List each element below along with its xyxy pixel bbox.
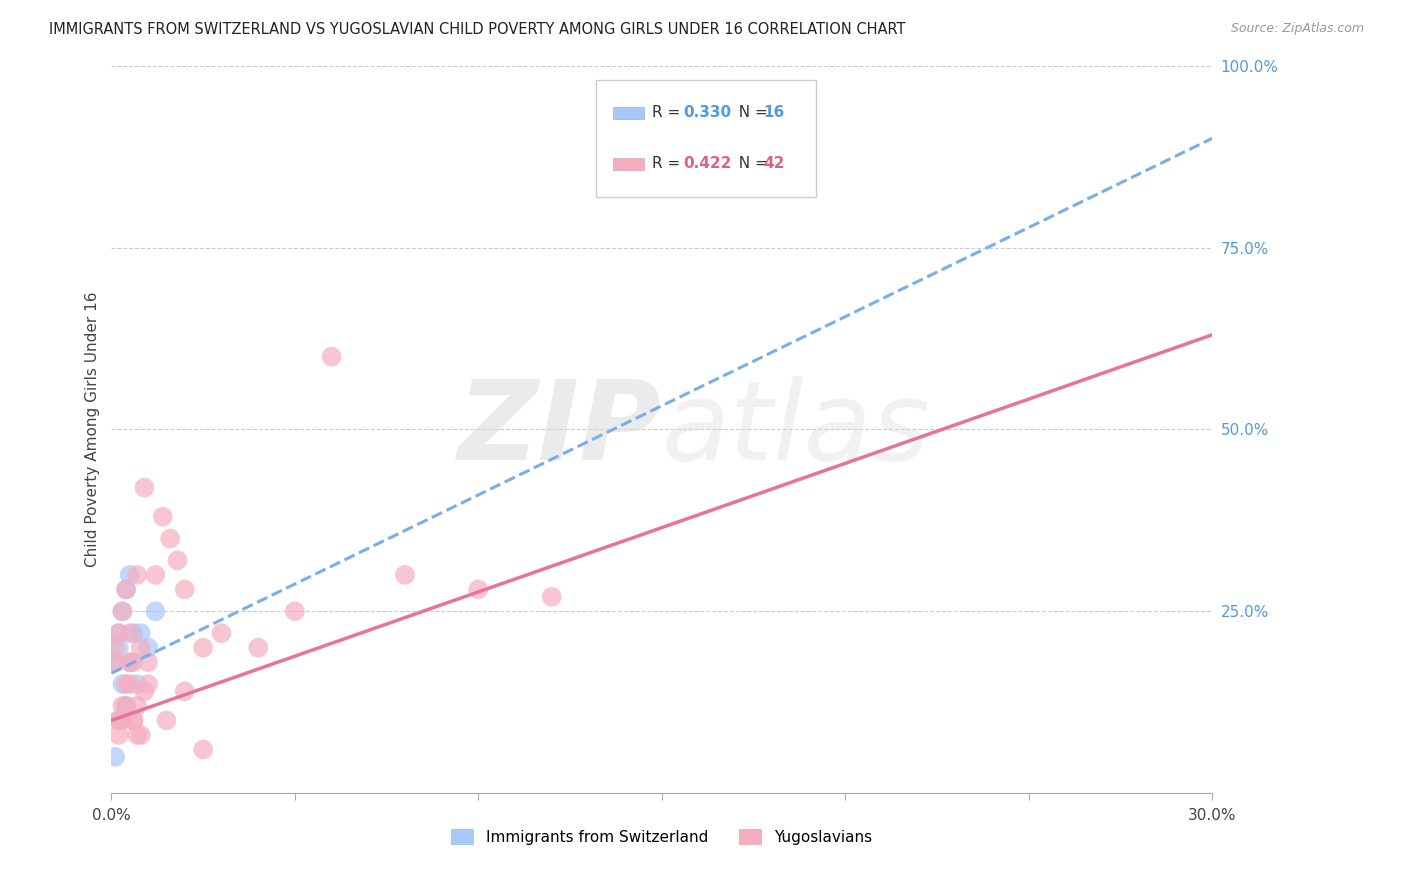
Point bbox=[159, 532, 181, 546]
Text: 0.330: 0.330 bbox=[683, 105, 731, 120]
Point bbox=[127, 677, 149, 691]
Point bbox=[104, 640, 127, 655]
Point bbox=[107, 640, 129, 655]
Text: IMMIGRANTS FROM SWITZERLAND VS YUGOSLAVIAN CHILD POVERTY AMONG GIRLS UNDER 16 CO: IMMIGRANTS FROM SWITZERLAND VS YUGOSLAVI… bbox=[49, 22, 905, 37]
Point bbox=[111, 604, 134, 618]
Text: N =: N = bbox=[730, 156, 773, 171]
Point bbox=[104, 655, 127, 669]
Point bbox=[145, 568, 167, 582]
Point bbox=[284, 604, 307, 618]
Y-axis label: Child Poverty Among Girls Under 16: Child Poverty Among Girls Under 16 bbox=[86, 292, 100, 567]
Point bbox=[115, 698, 138, 713]
Point bbox=[107, 714, 129, 728]
Point bbox=[104, 749, 127, 764]
Point bbox=[115, 582, 138, 597]
Point bbox=[122, 714, 145, 728]
Point bbox=[107, 728, 129, 742]
Legend: Immigrants from Switzerland, Yugoslavians: Immigrants from Switzerland, Yugoslavian… bbox=[446, 822, 879, 851]
Point bbox=[467, 582, 489, 597]
Point bbox=[152, 509, 174, 524]
Point bbox=[111, 714, 134, 728]
Point bbox=[115, 582, 138, 597]
Point bbox=[107, 714, 129, 728]
Point bbox=[191, 742, 214, 756]
Point bbox=[127, 728, 149, 742]
Point bbox=[129, 626, 152, 640]
Point bbox=[122, 655, 145, 669]
Point bbox=[111, 677, 134, 691]
Point bbox=[122, 626, 145, 640]
Point bbox=[118, 677, 141, 691]
Text: R =: R = bbox=[652, 105, 685, 120]
Text: atlas: atlas bbox=[662, 376, 931, 483]
Point bbox=[107, 626, 129, 640]
Point bbox=[136, 677, 159, 691]
Point bbox=[191, 640, 214, 655]
Text: 16: 16 bbox=[763, 105, 785, 120]
Point bbox=[118, 626, 141, 640]
Text: N =: N = bbox=[730, 105, 773, 120]
Point bbox=[118, 568, 141, 582]
Point bbox=[155, 714, 177, 728]
Text: ZIP: ZIP bbox=[458, 376, 662, 483]
Point bbox=[134, 481, 156, 495]
Point bbox=[173, 582, 195, 597]
Point bbox=[127, 568, 149, 582]
Point bbox=[107, 626, 129, 640]
Point bbox=[145, 604, 167, 618]
Point bbox=[394, 568, 416, 582]
Point bbox=[111, 698, 134, 713]
Point bbox=[136, 655, 159, 669]
Text: 42: 42 bbox=[763, 156, 785, 171]
Point bbox=[115, 677, 138, 691]
Point bbox=[211, 626, 233, 640]
Text: R =: R = bbox=[652, 156, 685, 171]
Point bbox=[540, 590, 562, 604]
Point bbox=[118, 655, 141, 669]
Point bbox=[321, 350, 343, 364]
Point bbox=[111, 604, 134, 618]
Text: 0.422: 0.422 bbox=[683, 156, 731, 171]
Point bbox=[127, 698, 149, 713]
Point bbox=[129, 640, 152, 655]
Point bbox=[118, 655, 141, 669]
Point bbox=[122, 714, 145, 728]
Point bbox=[247, 640, 270, 655]
Point bbox=[134, 684, 156, 698]
Point bbox=[173, 684, 195, 698]
Point bbox=[129, 728, 152, 742]
Text: Source: ZipAtlas.com: Source: ZipAtlas.com bbox=[1230, 22, 1364, 36]
Point bbox=[136, 640, 159, 655]
Point bbox=[115, 698, 138, 713]
Point bbox=[166, 553, 188, 567]
Point bbox=[104, 655, 127, 669]
